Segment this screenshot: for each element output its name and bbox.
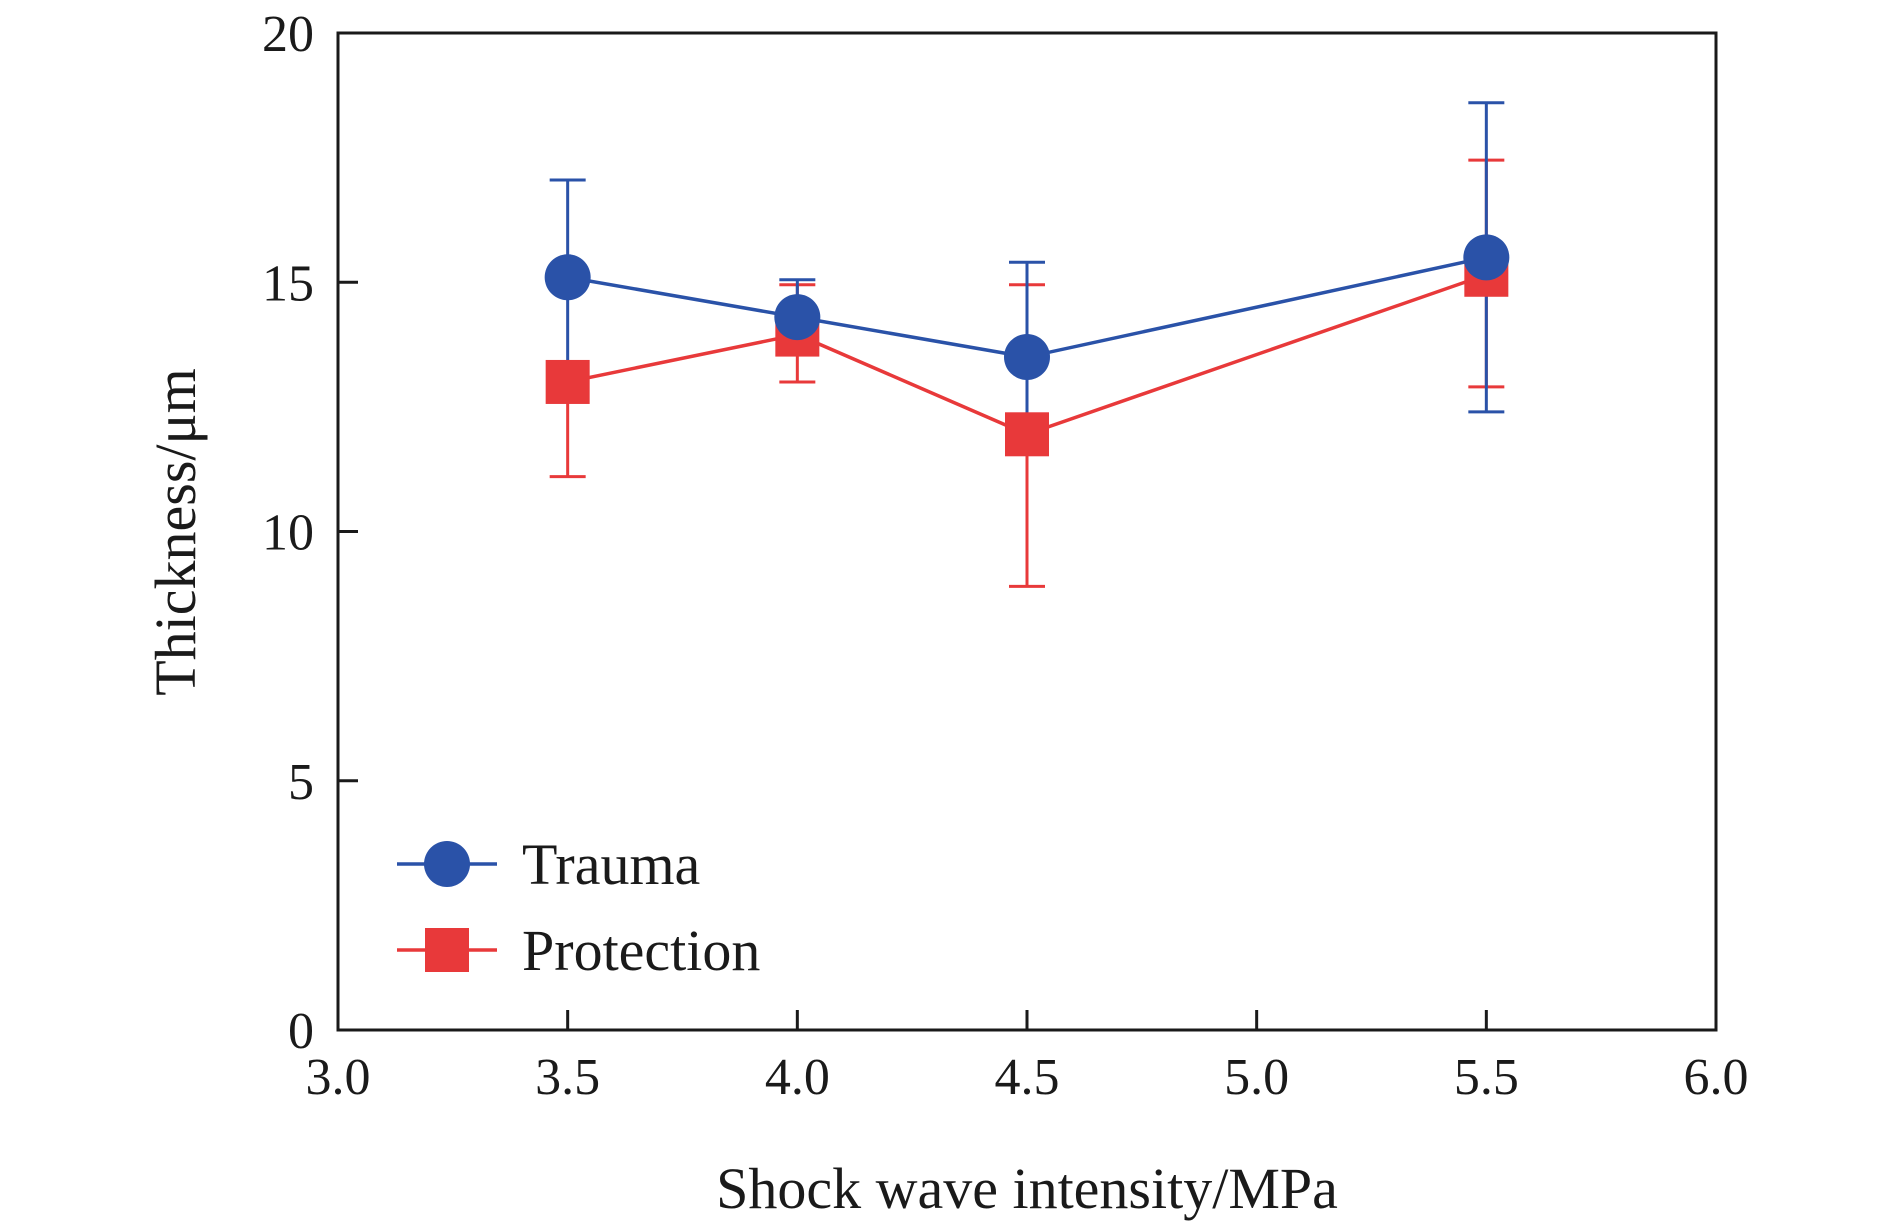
data-point-protection (1005, 412, 1049, 457)
series-markers (544, 234, 1510, 457)
x-tick-label: 4.5 (995, 1049, 1060, 1106)
data-point-protection (545, 359, 590, 404)
legend: Trauma Protection (397, 832, 760, 983)
legend-marker-trauma (424, 841, 470, 887)
series-line-protection (567, 273, 1487, 437)
y-axis-title: Thickness/μm (143, 368, 208, 696)
data-point-trauma (1004, 334, 1050, 381)
data-point-trauma (1463, 234, 1510, 281)
x-tick-label: 4.0 (765, 1049, 830, 1106)
series-lines (567, 255, 1487, 437)
y-tick-label: 5 (288, 754, 314, 811)
y-tick-label: 15 (262, 255, 314, 312)
y-tick-label: 20 (262, 6, 314, 63)
x-tick-label: 5.0 (1224, 1049, 1289, 1106)
data-point-trauma (544, 254, 591, 301)
x-axis-title: Shock wave intensity/MPa (716, 1156, 1338, 1221)
axis-ticks: 3.0 3.5 4.0 4.5 5.0 5.5 6.0 0 5 10 15 20 (262, 6, 1749, 1106)
x-tick-label: 3.5 (535, 1049, 600, 1106)
y-tick-label: 10 (262, 505, 314, 562)
legend-marker-protection (425, 928, 469, 972)
data-point-trauma (774, 294, 821, 341)
x-tick-label: 6.0 (1684, 1049, 1749, 1106)
y-tick-label: 0 (288, 1003, 314, 1060)
legend-label-trauma: Trauma (522, 832, 700, 897)
series-line-trauma (567, 255, 1487, 359)
x-tick-label: 3.0 (306, 1049, 371, 1106)
legend-label-protection: Protection (522, 918, 760, 983)
x-tick-label: 5.5 (1454, 1049, 1519, 1106)
